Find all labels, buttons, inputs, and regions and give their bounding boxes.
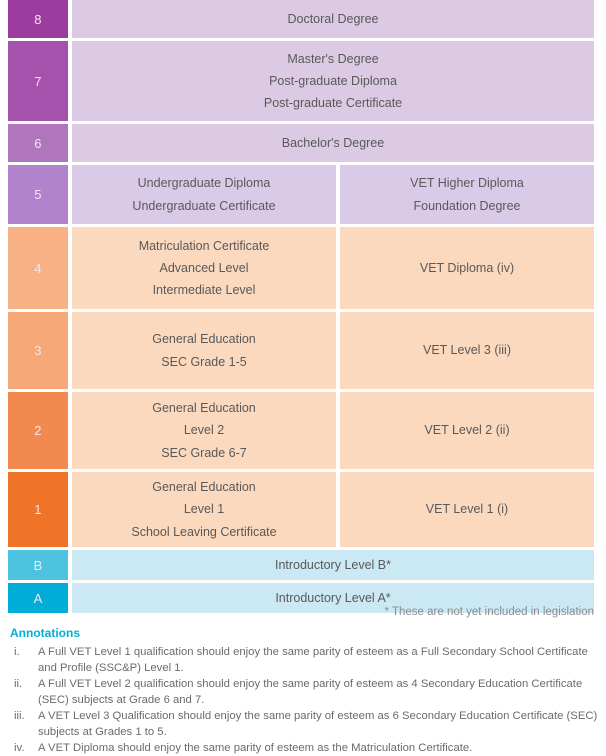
- qualification-label: Advanced Level: [159, 260, 249, 275]
- level-badge-B: B: [8, 550, 68, 580]
- row-cells: Undergraduate Diploma Undergraduate Certi…: [72, 165, 594, 224]
- row-cells: Doctoral Degree: [72, 0, 594, 38]
- qualification-cell: Doctoral Degree: [72, 0, 594, 38]
- qualification-cell: Master's Degree Post-graduate Diploma Post…: [72, 41, 594, 121]
- framework-row-level-B: B Introductory Level B*: [8, 550, 594, 580]
- annotation-text: A VET Level 3 Qualification should enjoy…: [38, 710, 598, 739]
- annotation-marker: i.: [14, 646, 20, 658]
- qualification-label: Level 1: [183, 502, 225, 517]
- qualification-cell: Introductory Level A*: [72, 583, 594, 613]
- framework-row-level-4: 4 Matriculation Certificate Advanced Level…: [8, 227, 594, 309]
- annotations-title: Annotations: [10, 626, 80, 640]
- general-education-cell: Undergraduate Diploma Undergraduate Certi…: [72, 165, 336, 224]
- qualification-label: Master's Degree: [287, 51, 379, 66]
- qualification-label: Undergraduate Certificate: [132, 198, 276, 213]
- level-badge-5: 5: [8, 165, 68, 224]
- general-education-cell: General Education Level 1 School Leaving C…: [72, 472, 336, 547]
- annotations-list: i. A Full VET Level 1 qualification shoul…: [10, 644, 600, 756]
- framework-row-level-6: 6 Bachelor's Degree: [8, 124, 594, 162]
- annotation-text: A VET Diploma should enjoy the same pari…: [38, 742, 473, 755]
- framework-row-level-A: A Introductory Level A*: [8, 583, 594, 613]
- qualifications-framework-table: 8 Doctoral Degree 7 Master's Degree Post-gra…: [8, 0, 594, 616]
- qualification-label: SEC Grade 6-7: [161, 445, 247, 460]
- qualification-label: School Leaving Certificate: [131, 524, 277, 539]
- row-cells: General Education Level 2 SEC Grade 6-7 VET…: [72, 392, 594, 469]
- annotation-marker: iv.: [14, 742, 25, 755]
- qualification-label: Post-graduate Diploma: [269, 73, 397, 88]
- qualification-label: VET Level 2 (ii): [424, 423, 510, 438]
- row-cells: General Education SEC Grade 1-5 VET Level …: [72, 312, 594, 389]
- annotation-item: iii. A VET Level 3 Qualification should e…: [10, 708, 600, 740]
- qualification-label: General Education: [152, 480, 256, 495]
- qualification-cell: Bachelor's Degree: [72, 124, 594, 162]
- vet-cell: VET Level 3 (iii): [340, 312, 594, 389]
- vet-cell: VET Diploma (iv): [340, 227, 594, 309]
- annotation-item: ii. A Full VET Level 2 qualification shou…: [10, 676, 600, 708]
- row-cells: Introductory Level B*: [72, 550, 594, 580]
- annotation-item: iv. A VET Diploma should enjoy the same p…: [10, 740, 600, 756]
- general-education-cell: Matriculation Certificate Advanced Level I…: [72, 227, 336, 309]
- qualification-label: Introductory Level B*: [274, 557, 392, 572]
- row-cells: Matriculation Certificate Advanced Level I…: [72, 227, 594, 309]
- framework-row-level-8: 8 Doctoral Degree: [8, 0, 594, 38]
- legislation-footnote: * These are not yet included in legislat…: [384, 606, 594, 618]
- annotation-marker: ii.: [14, 678, 23, 691]
- vet-cell: VET Level 1 (i): [340, 472, 594, 547]
- qualification-label: General Education: [152, 401, 256, 416]
- row-cells: Bachelor's Degree: [72, 124, 594, 162]
- level-badge-A: A: [8, 583, 68, 613]
- row-cells: General Education Level 1 School Leaving C…: [72, 472, 594, 547]
- framework-row-level-7: 7 Master's Degree Post-graduate Diploma Pos…: [8, 41, 594, 121]
- qualification-label: Post-graduate Certificate: [263, 96, 403, 111]
- qualification-label: VET Diploma (iv): [419, 260, 515, 275]
- framework-row-level-2: 2 General Education Level 2 SEC Grade 6-7 VE…: [8, 392, 594, 469]
- qualification-label: Foundation Degree: [413, 198, 521, 213]
- level-badge-2: 2: [8, 392, 68, 469]
- qualification-label: Doctoral Degree: [287, 11, 379, 26]
- vet-cell: VET Higher Diploma Foundation Degree: [340, 165, 594, 224]
- qualification-label: VET Level 3 (iii): [423, 343, 511, 358]
- qualification-label: VET Level 1 (i): [425, 502, 509, 517]
- annotation-item: i. A Full VET Level 1 qualification shoul…: [10, 644, 600, 676]
- level-badge-7: 7: [8, 41, 68, 121]
- level-badge-4: 4: [8, 227, 68, 309]
- qualification-label: SEC Grade 1-5: [161, 354, 247, 369]
- qualification-cell: Introductory Level B*: [72, 550, 594, 580]
- row-cells: Master's Degree Post-graduate Diploma Post…: [72, 41, 594, 121]
- vet-cell: VET Level 2 (ii): [340, 392, 594, 469]
- general-education-cell: General Education SEC Grade 1-5: [72, 312, 336, 389]
- framework-row-level-3: 3 General Education SEC Grade 1-5 VET Level…: [8, 312, 594, 389]
- qualification-label: Level 2: [183, 423, 225, 438]
- annotation-text: A Full VET Level 1 qualification should …: [38, 646, 588, 675]
- qualification-label: Intermediate Level: [152, 283, 256, 298]
- framework-row-level-5: 5 Undergraduate Diploma Undergraduate Cert…: [8, 165, 594, 224]
- qualification-label: VET Higher Diploma: [410, 176, 524, 191]
- annotations-section: Annotations i. A Full VET Level 1 qualifi…: [10, 626, 600, 756]
- level-badge-6: 6: [8, 124, 68, 162]
- qualification-label: General Education: [152, 332, 256, 347]
- annotation-text: A Full VET Level 2 qualification should …: [38, 678, 583, 707]
- general-education-cell: General Education Level 2 SEC Grade 6-7: [72, 392, 336, 469]
- framework-row-level-1: 1 General Education Level 1 School Leaving …: [8, 472, 594, 547]
- level-badge-8: 8: [8, 0, 68, 38]
- annotation-marker: iii.: [14, 710, 25, 723]
- qualification-label: Bachelor's Degree: [281, 135, 385, 150]
- row-cells: Introductory Level A*: [72, 583, 594, 613]
- qualification-label: Undergraduate Diploma: [137, 176, 271, 191]
- level-badge-3: 3: [8, 312, 68, 389]
- qualification-label: Matriculation Certificate: [138, 238, 270, 253]
- level-badge-1: 1: [8, 472, 68, 547]
- qualification-label: Introductory Level A*: [275, 590, 391, 605]
